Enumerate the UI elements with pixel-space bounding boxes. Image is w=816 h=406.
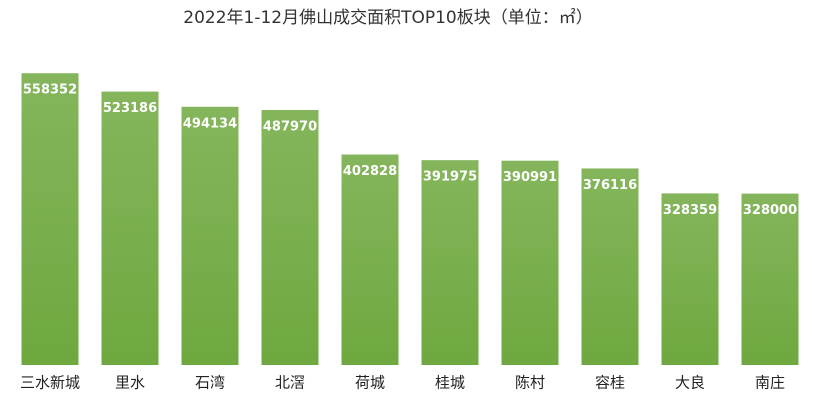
value-label: 558352 (23, 83, 77, 98)
value-label: 494134 (183, 116, 237, 131)
bar (181, 106, 239, 365)
x-tick-label: 大良 (675, 374, 705, 392)
bar (261, 109, 319, 365)
value-label: 328359 (663, 203, 717, 218)
bar (741, 193, 799, 365)
bar (501, 160, 559, 365)
x-tick-label: 荷城 (355, 374, 385, 392)
x-tick-label: 容桂 (595, 374, 625, 392)
value-label: 523186 (103, 101, 157, 116)
x-tick-label: 陈村 (515, 374, 545, 392)
bar (421, 160, 479, 365)
x-tick-label: 三水新城 (20, 374, 80, 392)
x-tick-label: 石湾 (195, 374, 225, 392)
value-label: 402828 (343, 164, 397, 179)
value-label: 391975 (423, 170, 477, 185)
bar (341, 154, 399, 365)
value-label: 328000 (743, 203, 797, 218)
bar (581, 168, 639, 365)
x-tick-label: 南庄 (755, 374, 785, 392)
bar (101, 91, 159, 365)
bar (21, 73, 79, 365)
value-label: 487970 (263, 119, 317, 134)
chart-title: 2022年1-12月佛山成交面积TOP10板块（单位：㎡） (183, 8, 593, 28)
bar (661, 193, 719, 365)
x-tick-label: 桂城 (435, 374, 465, 392)
value-label: 390991 (503, 170, 557, 185)
x-tick-label: 里水 (115, 374, 145, 392)
x-tick-label: 北滘 (275, 374, 305, 392)
value-label: 376116 (583, 178, 637, 193)
